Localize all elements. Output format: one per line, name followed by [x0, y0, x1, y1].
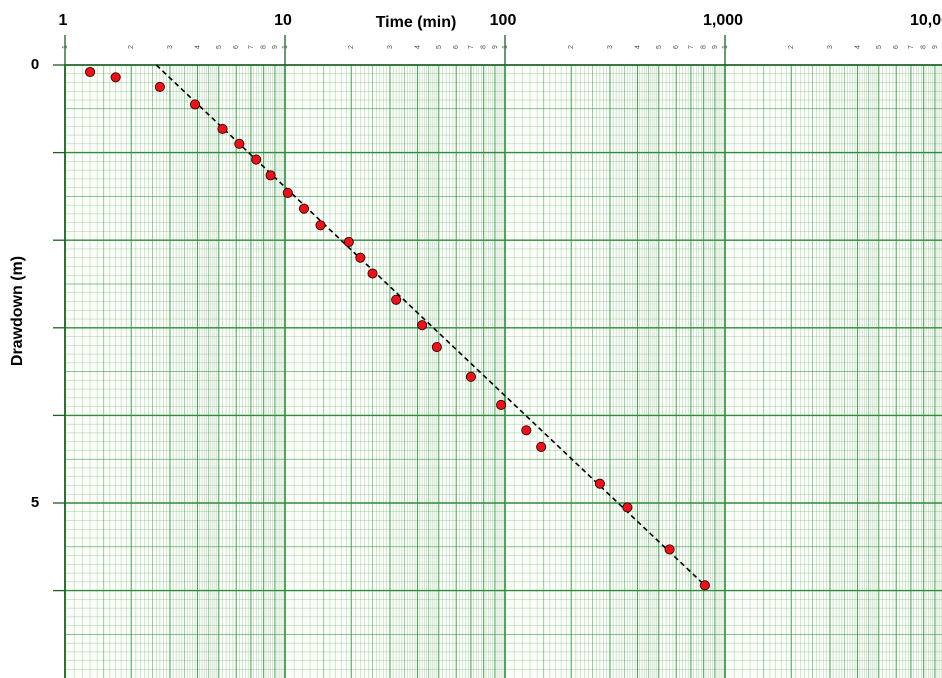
data-point — [355, 252, 366, 263]
x-minor-tick-label: 4 — [634, 45, 641, 49]
x-minor-tick-label: 7 — [248, 45, 255, 49]
grid — [64, 64, 942, 678]
y-tick-label: 5 — [31, 494, 39, 511]
x-minor-tick-label: 2 — [788, 45, 795, 49]
data-point — [664, 544, 675, 555]
y-tick-label: 0 — [31, 56, 39, 73]
x-minor-tick-label: 2 — [128, 45, 135, 49]
x-tick-label: 1 — [59, 12, 68, 29]
x-minor-tick-label: 3 — [167, 45, 174, 49]
trend-line — [155, 64, 706, 586]
x-minor-tick-label: 1 — [722, 45, 729, 49]
data-point — [431, 342, 442, 353]
x-minor-tick-label: 6 — [233, 45, 240, 49]
data-point — [85, 66, 96, 78]
x-minor-tick-label: 6 — [673, 45, 680, 49]
x-minor-tick-label: 8 — [261, 45, 268, 49]
x-minor-tick-label: 1 — [282, 45, 289, 49]
data-point — [391, 294, 402, 305]
data-point — [265, 170, 276, 181]
data-point — [465, 371, 476, 382]
axes — [53, 35, 942, 678]
data-point — [298, 203, 310, 214]
x-minor-tick-label: 5 — [876, 45, 883, 49]
x-minor-tick-label: 5 — [656, 45, 663, 49]
x-minor-tick-label: 8 — [701, 45, 708, 49]
data-point — [154, 81, 165, 92]
x-tick-label: 10 — [274, 12, 292, 29]
data-point — [496, 399, 507, 410]
data-point — [189, 99, 201, 110]
data-points — [85, 66, 710, 591]
x-minor-tick-label: 7 — [908, 45, 915, 49]
x-minor-tick-label: 4 — [854, 45, 861, 49]
data-point — [622, 502, 633, 513]
data-point — [110, 72, 121, 83]
x-minor-tick-label: 5 — [436, 45, 443, 49]
data-point — [536, 441, 547, 452]
x-minor-tick-label: 3 — [827, 45, 834, 49]
x-minor-tick-label: 2 — [348, 45, 355, 49]
x-minor-tick-label: 7 — [688, 45, 695, 49]
x-minor-tick-label: 9 — [712, 45, 719, 49]
y-tick-labels: 05 — [31, 56, 39, 511]
data-point — [315, 220, 326, 231]
data-point — [594, 478, 605, 489]
y-axis-label: Drawdown (m) — [9, 256, 26, 366]
x-minor-tick-label: 8 — [481, 45, 488, 49]
x-tick-labels: 1 10 100 1,000 10,000 — [59, 12, 942, 29]
x-minor-tick-label: 4 — [414, 45, 421, 49]
x-minor-tick-label: 4 — [194, 45, 201, 49]
x-tick-label: 10,000 — [910, 12, 942, 29]
x-minor-tick-label: 5 — [216, 45, 223, 49]
data-point — [367, 268, 378, 279]
data-point — [343, 236, 354, 248]
x-minor-tick-label: 7 — [468, 45, 475, 49]
x-minor-tick-label: 9 — [932, 45, 939, 49]
data-point — [417, 320, 428, 331]
x-minor-tick-label: 3 — [607, 45, 614, 49]
data-point — [521, 425, 532, 436]
data-point — [282, 187, 293, 198]
data-point — [251, 154, 262, 165]
x-minor-tick-label: 1 — [502, 45, 509, 49]
x-axis-label: Time (min) — [376, 14, 457, 31]
data-point — [234, 138, 245, 149]
x-minor-tick-label: 2 — [568, 45, 575, 49]
x-minor-tick-label: 1 — [62, 45, 69, 49]
x-minor-tick-label: 9 — [492, 45, 499, 49]
x-minor-tick-label: 6 — [453, 45, 460, 49]
data-point — [217, 123, 228, 134]
x-tick-label: 100 — [490, 12, 517, 29]
x-minor-tick-label: 3 — [387, 45, 394, 49]
trend-line-segment — [155, 64, 706, 586]
x-tick-label: 1,000 — [703, 12, 743, 29]
x-minor-tick-label: 6 — [893, 45, 900, 49]
x-minor-tick-label: 9 — [272, 45, 279, 49]
x-minor-tick-label: 8 — [921, 45, 928, 49]
data-point — [699, 580, 710, 591]
